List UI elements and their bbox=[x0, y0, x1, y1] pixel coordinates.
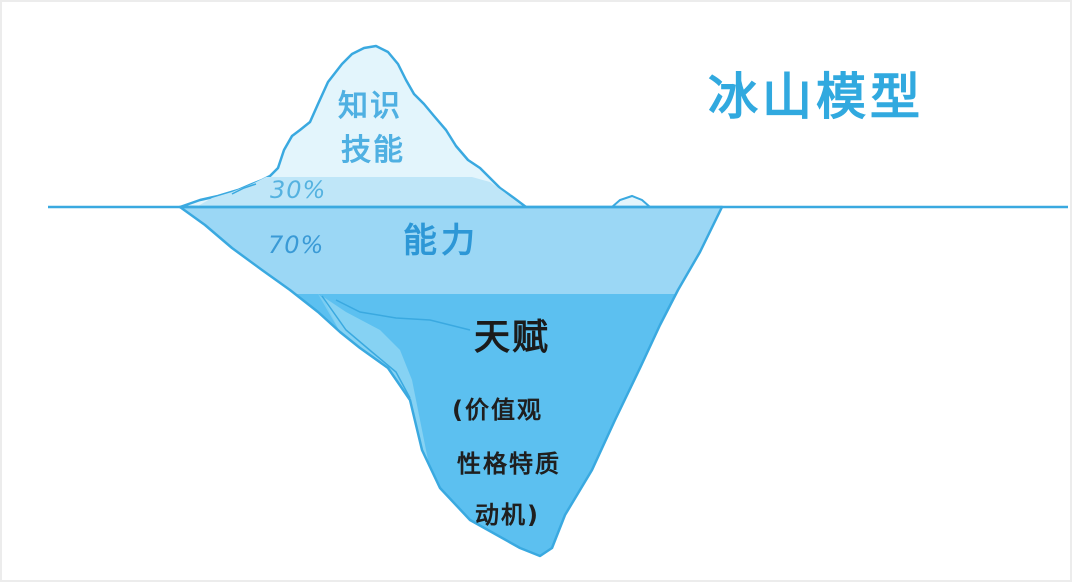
tip-label-skill: 技能 bbox=[341, 133, 405, 168]
middle-percent: 70% bbox=[268, 231, 325, 259]
tip-percent: 30% bbox=[270, 176, 327, 204]
diagram-title: 冰山模型 bbox=[708, 68, 924, 126]
middle-label-ability: 能力 bbox=[403, 221, 479, 261]
bottom-detail-line-3: 动机) bbox=[475, 501, 540, 529]
bottom-detail-line-1: (价值观 bbox=[452, 396, 543, 424]
bottom-detail-line-2: 性格特质 bbox=[457, 450, 561, 478]
bottom-label-talent: 天赋 bbox=[474, 317, 551, 358]
tip-label-knowledge: 知识 bbox=[338, 89, 402, 124]
iceberg-tip bbox=[178, 44, 653, 209]
